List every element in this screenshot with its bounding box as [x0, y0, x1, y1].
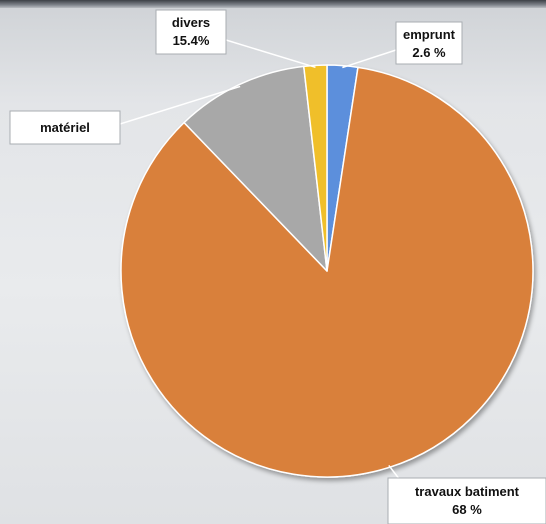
label-divers-value: 15.4% [173, 33, 210, 48]
label-emprunt-name: emprunt [403, 27, 456, 42]
label-materiel-name: matériel [40, 120, 90, 135]
label-travaux-value: 68 % [452, 502, 482, 517]
leader-line-matériel [119, 85, 241, 125]
leader-line-emprunt [342, 49, 397, 69]
label-divers-name: divers [172, 15, 210, 30]
label-divers: divers 15.4% [155, 9, 227, 55]
label-travaux-batiment: travaux batiment 68 % [387, 477, 546, 524]
label-travaux-name: travaux batiment [415, 484, 520, 499]
window-top-bar [0, 0, 546, 8]
label-emprunt-value: 2.6 % [412, 45, 446, 60]
label-materiel: matériel [9, 110, 121, 145]
label-emprunt: emprunt 2.6 % [395, 21, 463, 65]
pie-slice-divers [303, 64, 328, 272]
pie-slice-matériel [183, 65, 328, 272]
leader-line-divers [225, 39, 316, 69]
